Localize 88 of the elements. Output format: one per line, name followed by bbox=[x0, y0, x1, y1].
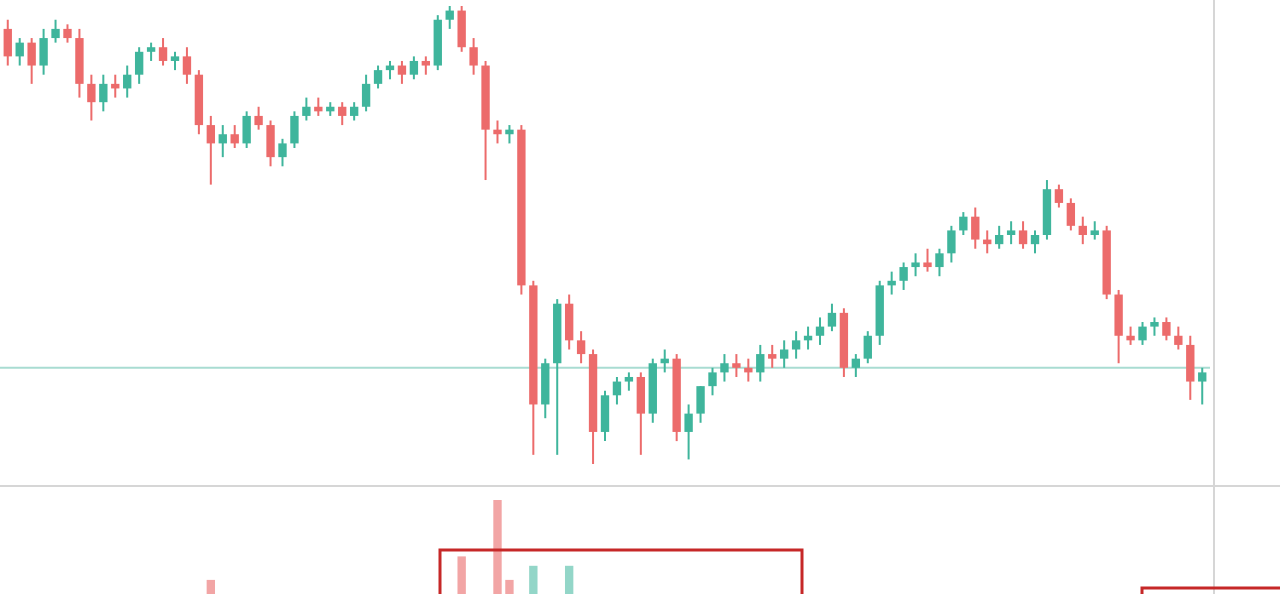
candlestick bbox=[708, 366, 717, 397]
candlestick bbox=[576, 330, 586, 365]
candlestick bbox=[1126, 325, 1135, 346]
candlestick bbox=[1138, 321, 1147, 346]
candlestick bbox=[134, 46, 144, 85]
candlestick bbox=[779, 339, 789, 369]
candlestick bbox=[600, 389, 610, 443]
candlestick bbox=[887, 270, 896, 296]
candlestick bbox=[158, 37, 168, 67]
candlestick bbox=[1030, 229, 1040, 255]
candlestick bbox=[373, 64, 383, 90]
candlestick bbox=[182, 46, 192, 85]
candlestick bbox=[1114, 288, 1123, 365]
bar bbox=[457, 556, 466, 594]
candlestick bbox=[947, 224, 956, 264]
candlestick bbox=[935, 247, 944, 278]
candlestick bbox=[397, 59, 407, 85]
candlestick bbox=[541, 357, 550, 420]
candlestick bbox=[791, 330, 801, 360]
candlestick bbox=[1018, 220, 1028, 250]
candlestick bbox=[123, 64, 132, 99]
candlestick bbox=[1078, 215, 1087, 246]
bar bbox=[206, 579, 216, 594]
candlestick bbox=[636, 371, 646, 456]
candlestick bbox=[911, 252, 920, 278]
candlestick bbox=[756, 343, 765, 383]
candlestick bbox=[1066, 197, 1076, 232]
candlestick bbox=[1090, 220, 1099, 241]
candlestick bbox=[278, 137, 287, 168]
candlestick bbox=[170, 50, 180, 72]
candlestick bbox=[971, 206, 980, 250]
candlestick bbox=[290, 110, 299, 149]
candlestick bbox=[361, 73, 371, 113]
candlestick bbox=[899, 261, 908, 291]
candlestick bbox=[99, 73, 108, 113]
bar bbox=[529, 565, 538, 594]
candlestick bbox=[505, 124, 514, 145]
candlestick bbox=[564, 293, 574, 351]
candlestick bbox=[230, 124, 239, 149]
candlestick bbox=[684, 403, 693, 461]
candlestick bbox=[1150, 316, 1159, 337]
candlestick bbox=[1198, 366, 1207, 406]
candlestick bbox=[1042, 179, 1052, 241]
candlestick bbox=[624, 371, 634, 392]
candlestick bbox=[493, 119, 502, 145]
candlestick bbox=[206, 114, 216, 186]
bar bbox=[564, 565, 574, 594]
candlestick bbox=[457, 5, 466, 53]
candlestick bbox=[75, 27, 84, 99]
candlestick bbox=[302, 96, 311, 122]
candlestick bbox=[349, 101, 359, 122]
candlestick bbox=[254, 105, 263, 131]
candlestick bbox=[863, 330, 872, 365]
candlestick bbox=[146, 41, 156, 62]
candlestick bbox=[39, 27, 48, 76]
candlestick bbox=[3, 18, 12, 67]
candlestick bbox=[218, 124, 227, 159]
candlestick bbox=[15, 37, 24, 67]
candlestick bbox=[612, 375, 622, 406]
candlestick bbox=[923, 247, 932, 273]
candlestick bbox=[51, 18, 60, 44]
candlestick bbox=[242, 110, 251, 149]
candlestick bbox=[421, 55, 431, 76]
candlestick bbox=[732, 353, 741, 378]
candlestick bbox=[744, 357, 753, 383]
candlestick bbox=[469, 37, 478, 76]
candlestick bbox=[63, 23, 72, 44]
candlestick bbox=[995, 224, 1004, 250]
candlestick bbox=[266, 119, 275, 168]
candlestick bbox=[851, 353, 861, 378]
candlestick bbox=[827, 302, 837, 333]
candlestick bbox=[409, 55, 419, 81]
candlestick bbox=[27, 37, 36, 85]
candlestick bbox=[815, 316, 825, 346]
candlestick bbox=[768, 343, 777, 369]
candlestick bbox=[338, 101, 347, 127]
candlestick bbox=[1006, 220, 1016, 246]
candlestick bbox=[1162, 316, 1171, 342]
candlestick bbox=[1054, 183, 1064, 209]
candlestick bbox=[433, 14, 442, 72]
candlestick bbox=[1186, 334, 1195, 401]
candlestick bbox=[959, 211, 968, 236]
candlestick bbox=[720, 353, 729, 383]
candlestick bbox=[314, 96, 323, 117]
candlestick bbox=[696, 385, 705, 424]
candlestick bbox=[87, 73, 96, 122]
candlestick bbox=[445, 5, 454, 30]
candlestick bbox=[1174, 325, 1183, 351]
